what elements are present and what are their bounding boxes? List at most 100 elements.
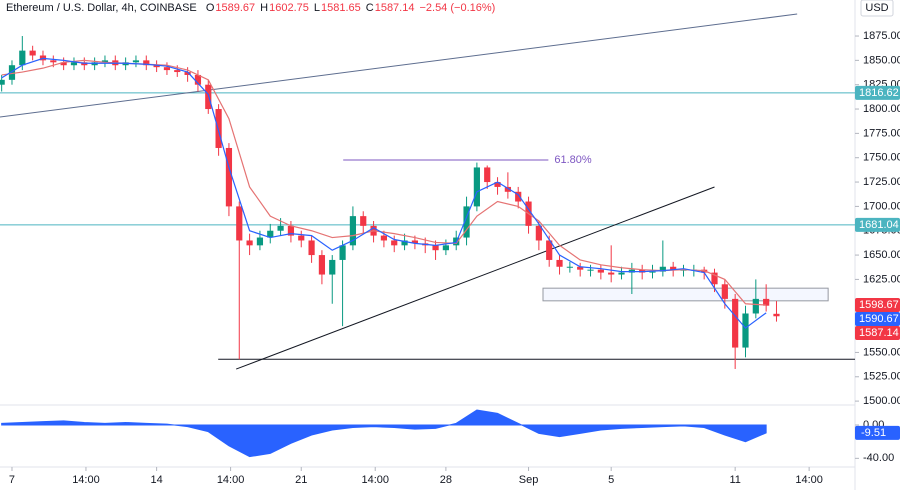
price-marker-label: 1598.67 [859,299,899,311]
candle-body [50,60,57,63]
candle-body [349,216,357,246]
candle-body [132,60,140,63]
candle-body [432,245,439,251]
y-tick-label: 1775.00 [863,127,900,139]
candle-body [184,72,191,75]
candle-body [174,70,181,73]
candle-body [587,269,594,271]
candle-body [277,225,284,231]
candle-body [442,245,449,251]
ohlc-value: 1581.65 [320,2,361,14]
y-tick-label: 1700.00 [863,200,900,212]
candle-body [287,225,295,236]
y-tick-label: 1875.00 [863,30,900,42]
y-tick-label: 1550.00 [863,346,900,358]
x-tick-label: 21 [295,474,307,486]
candle-body [246,240,253,246]
candle-body [298,235,305,241]
oscillator-area [1,409,767,458]
candle-body [752,298,759,314]
currency: USD [865,2,888,14]
candle-body [143,60,150,66]
x-tick-label: 14:00 [795,474,823,486]
y-tick-label: 1500.00 [863,395,900,407]
ohlc-key: H [260,2,269,14]
candle-body [380,235,388,241]
osc-marker [855,425,900,440]
price-marker-label: 1587.14 [859,327,899,339]
ohlc-key: C [365,2,374,14]
currency-box[interactable] [860,0,894,17]
osc-marker-label: -9.51 [861,427,886,439]
ohlc-key: O [205,2,215,14]
moving-average [1,57,767,329]
candle-body [267,230,274,238]
y-tick-label: 1850.00 [863,54,900,66]
trend-line [0,13,798,118]
candle-body [339,245,346,260]
candle-body [515,191,522,202]
change: −2.54 (−0.16%) [419,2,496,14]
y-tick-label: 1650.00 [863,249,900,261]
candle-body [329,259,336,275]
osc-y-tick-label: -40.00 [863,452,894,464]
candle-body [494,182,501,187]
x-tick-label: 5 [608,474,614,486]
trend-line [235,186,715,370]
candle-body [649,271,656,273]
candle-body [19,50,26,66]
price-marker [855,298,900,313]
fib-label: 61.80% [554,154,592,166]
candle-body [484,167,491,183]
candle-body [411,240,418,244]
candle-body [473,167,480,207]
candle-body [535,225,542,241]
candle-body [153,65,160,68]
candle-body [29,50,36,56]
candle-body [256,237,264,246]
moving-average [1,59,767,306]
price-marker-label: 1816.62 [859,87,899,99]
candle-body [556,259,563,267]
price-marker [855,217,900,232]
candle-body [225,147,233,207]
candle-body [732,298,739,348]
candle-body [504,186,511,192]
legend-header: Ethereum / U.S. Dollar, 4h, COINBASE O 15… [6,2,500,14]
x-tick-label: 14:00 [217,474,245,486]
candle-body [670,266,677,270]
y-tick-label: 1725.00 [863,176,900,188]
price-marker-label: 1590.67 [859,313,899,325]
price-marker [855,312,900,327]
candle-body [163,67,171,71]
candle-body [742,313,749,348]
candle-body [194,74,202,85]
candle-body [8,65,16,80]
x-tick-label: 14:00 [361,474,389,486]
candle-body [463,206,470,238]
price-marker [855,85,900,100]
candle-body [618,272,625,275]
candle-body [205,84,212,110]
candle-body [236,206,243,241]
candle-body [763,298,770,306]
candle-body [773,313,780,317]
candle-body [318,255,326,275]
candle-body [360,216,367,226]
candle-body [401,240,408,246]
zone [542,287,829,302]
ohlc-value: 1587.14 [374,2,415,14]
y-tick-label: 1800.00 [863,103,900,115]
candle-body [566,266,573,268]
candle-body [546,240,553,260]
candle-body [721,284,728,299]
symbol-title: Ethereum / U.S. Dollar, 4h, COINBASE [6,2,197,14]
y-tick-label: 1625.00 [863,273,900,285]
y-tick-label: 1750.00 [863,152,900,164]
candle-body [597,269,604,273]
x-tick-label: 14 [150,474,162,486]
x-tick-label: 14:00 [72,474,100,486]
x-tick-label: 11 [729,474,740,486]
candle-body [215,109,222,148]
